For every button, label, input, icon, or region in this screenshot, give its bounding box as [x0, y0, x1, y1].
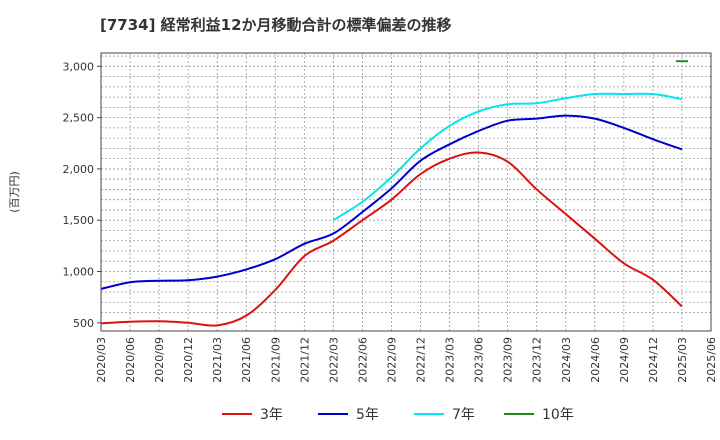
series-line — [100, 151, 683, 327]
x-tick-label: 2021/06 — [240, 337, 253, 383]
x-tick-label: 2020/12 — [182, 337, 195, 383]
x-tick-label: 2022/06 — [356, 337, 369, 383]
x-tick-label: 2024/03 — [560, 337, 573, 383]
x-tick-label: 2024/09 — [618, 337, 631, 383]
legend-label: 3年 — [260, 407, 283, 423]
x-tick-label: 2020/06 — [124, 337, 137, 383]
x-tick-label: 2024/12 — [647, 337, 660, 383]
x-tick-label: 2025/06 — [705, 337, 718, 383]
x-tick-label: 2020/03 — [95, 337, 108, 383]
series-line — [100, 114, 683, 290]
x-tick-label: 2023/03 — [444, 337, 457, 383]
y-tick-label: 500 — [73, 317, 94, 330]
legend: 3年 5年 7年 10年 — [222, 407, 574, 423]
x-tick-label: 2023/09 — [502, 337, 515, 383]
x-tick-label: 2021/12 — [298, 337, 311, 383]
x-tick-label: 2025/03 — [676, 337, 689, 383]
legend-label: 5年 — [356, 407, 379, 423]
x-tick-label: 2020/09 — [153, 337, 166, 383]
x-axis-ticks: 2020/03 2020/06 2020/09 2020/12 2021/03 2021/… — [95, 337, 718, 383]
x-tick-label: 2024/06 — [589, 337, 602, 383]
y-tick-label: 1,000 — [63, 266, 95, 279]
y-tick-label: 1,500 — [63, 214, 95, 227]
plot-frame — [100, 52, 712, 332]
x-tick-label: 2022/09 — [385, 337, 398, 383]
plot-series — [100, 60, 688, 327]
x-tick-label: 2022/03 — [327, 337, 340, 383]
series-line — [332, 92, 683, 222]
grid-lines — [100, 53, 712, 331]
x-tick-label: 2023/06 — [473, 337, 486, 383]
x-tick-label: 2023/12 — [531, 337, 544, 383]
x-tick-label: 2022/12 — [415, 337, 428, 383]
y-axis-label: (百万円) — [8, 171, 21, 213]
x-tick-label: 2021/03 — [211, 337, 224, 383]
y-axis-ticks: 500 1,000 1,500 2,000 2,500 3,000 — [63, 60, 101, 330]
y-tick-label: 3,000 — [63, 60, 95, 73]
y-tick-label: 2,500 — [63, 112, 95, 125]
y-tick-label: 2,000 — [63, 163, 95, 176]
legend-label: 7年 — [452, 407, 475, 423]
x-tick-label: 2021/09 — [269, 337, 282, 383]
chart-title: [7734] 経常利益12か月移動合計の標準偏差の推移 — [100, 16, 452, 34]
legend-label: 10年 — [542, 407, 574, 423]
